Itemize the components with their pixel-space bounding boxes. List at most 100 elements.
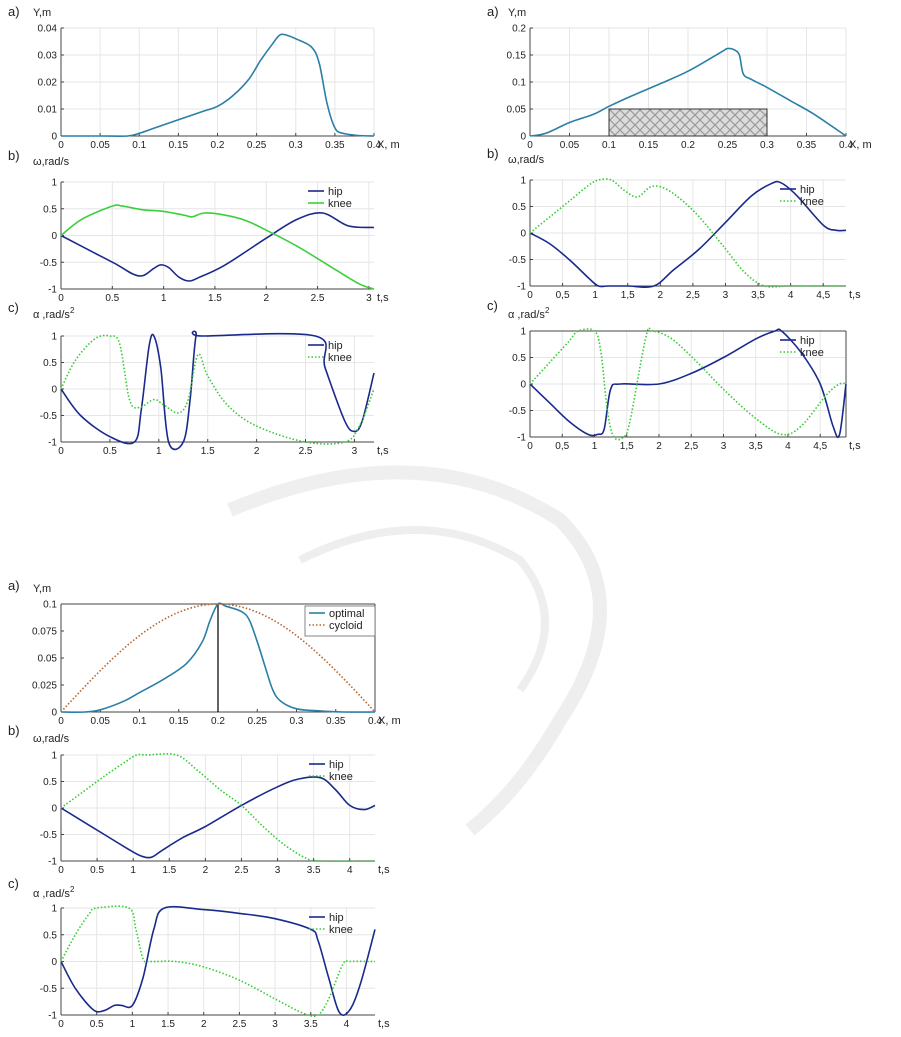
x-tick-label: 0.1 <box>132 140 146 151</box>
x-tick-label: 4 <box>788 290 794 301</box>
y-tick-label: -0.5 <box>40 830 58 841</box>
x-tick-label: 0.4 <box>368 716 382 727</box>
x-tick-label: 0 <box>527 290 533 301</box>
x-tick-label: 2 <box>656 441 662 452</box>
x-tick-label: 0.05 <box>91 716 111 727</box>
series-line-hip <box>60 905 376 1016</box>
y-tick-label: 0.025 <box>32 681 57 692</box>
y-tick-label: -0.5 <box>509 406 527 417</box>
y-tick-label: 0.5 <box>43 204 57 215</box>
x-tick-label: 0 <box>527 441 533 452</box>
x-tick-label: 1,5 <box>621 290 635 301</box>
x-tick-label: 1.5 <box>208 293 222 304</box>
x-tick-label: 1.5 <box>162 865 176 876</box>
x-tick-label: 0.2 <box>681 140 695 151</box>
x-tick-label: 4 <box>347 865 353 876</box>
legend-label-hip: hip <box>329 912 344 924</box>
x-tick-label: 0.2 <box>211 716 225 727</box>
x-tick-label: 1,5 <box>620 441 634 452</box>
x-tick-label: 0.05 <box>90 140 110 151</box>
series-line-knee <box>60 334 375 445</box>
y-tick-label: -1 <box>48 857 57 868</box>
y-tick-label: -1 <box>517 433 526 444</box>
x-tick-label: 1.5 <box>201 446 215 457</box>
x-tick-label: 3 <box>272 1019 278 1030</box>
legend-label-knee: knee <box>329 771 353 783</box>
x-tick-label: 3 <box>721 441 727 452</box>
x-axis-label: X, m <box>849 139 872 151</box>
panel-label: a) <box>487 4 499 19</box>
y-tick-label: 0 <box>520 132 526 143</box>
x-axis-label: t,s <box>849 289 861 301</box>
y-tick-label: 0.1 <box>43 600 57 611</box>
y-tick-label: 1 <box>51 332 57 343</box>
x-tick-label: 0.5 <box>103 446 117 457</box>
x-tick-label: 2,5 <box>686 290 700 301</box>
y-tick-label: 0.5 <box>512 202 526 213</box>
y-tick-label: 0.1 <box>512 78 526 89</box>
x-tick-label: 2 <box>254 446 260 457</box>
y-tick-label: 0.5 <box>512 353 526 364</box>
y-tick-label: 0 <box>51 385 57 396</box>
x-tick-label: 0.3 <box>760 140 774 151</box>
panel-label: a) <box>8 578 20 593</box>
x-tick-label: 3 <box>723 290 729 301</box>
x-axis-label: t,s <box>378 864 390 876</box>
x-tick-label: 3 <box>366 293 372 304</box>
x-tick-label: 0.3 <box>289 140 303 151</box>
x-axis-label: X, m <box>377 139 400 151</box>
y-tick-label: 0.01 <box>38 105 58 116</box>
legend-label-hip: hip <box>800 335 815 347</box>
y-tick-label: 1 <box>51 904 57 915</box>
panel-label: c) <box>487 298 498 313</box>
series-line-hip <box>529 328 847 439</box>
x-tick-label: 0 <box>58 446 64 457</box>
legend-label-hip: hip <box>329 759 344 771</box>
y-tick-label: -0.5 <box>40 411 58 422</box>
chart-c-c: c) α ,rad/s2 0 0.5 1 1.5 2 2.5 3 3.5 4 -1 -0.5 0 0.5 1 t… <box>8 876 390 1030</box>
x-tick-label: 0.35 <box>325 140 345 151</box>
y-tick-label: -0.5 <box>40 984 58 995</box>
x-tick-label: 0.25 <box>247 140 267 151</box>
legend-label-knee: knee <box>800 347 824 359</box>
y-tick-label: 1 <box>520 327 526 338</box>
x-axis-label: t,s <box>849 440 861 452</box>
x-axis-label: t,s <box>377 445 389 457</box>
legend-label-hip: hip <box>328 186 343 198</box>
x-tick-label: 1 <box>592 441 598 452</box>
x-tick-label: 0.5 <box>90 1019 104 1030</box>
x-tick-label: 0.15 <box>639 140 659 151</box>
x-tick-label: 1 <box>161 293 167 304</box>
x-tick-label: 3,5 <box>749 441 763 452</box>
y-tick-label: 0.5 <box>43 777 57 788</box>
x-tick-label: 0.1 <box>133 716 147 727</box>
x-tick-label: 0.3 <box>290 716 304 727</box>
series-line-hip <box>60 776 376 859</box>
x-tick-label: 0 <box>58 716 64 727</box>
y-tick-label: -1 <box>48 1011 57 1022</box>
x-tick-label: 0 <box>58 293 64 304</box>
x-tick-label: 2.5 <box>299 446 313 457</box>
legend-label-hip: hip <box>800 184 815 196</box>
x-tick-label: 0.35 <box>797 140 817 151</box>
series-line-path <box>529 47 847 137</box>
y-axis-label: α ,rad/s2 <box>33 306 75 321</box>
x-tick-label: 4,5 <box>813 441 827 452</box>
x-tick-label: 3.5 <box>304 1019 318 1030</box>
y-axis-label: Y,m <box>508 7 526 19</box>
chart-c-b: b) ω,rad/s 0 0.5 1 1.5 2 2.5 3 3.5 4 -1 -0.5 0 0.5 1 t,s… <box>8 723 390 876</box>
x-tick-label: 3 <box>275 865 281 876</box>
legend-label-cycloid: cycloid <box>329 620 363 632</box>
y-tick-label: -0.5 <box>509 255 527 266</box>
chart-b-a: a) Y,m 0 0.05 0.1 0.15 0.2 0.25 0.3 0.35 0.4 0 0.05 0… <box>487 4 872 151</box>
x-tick-label: 0 <box>527 140 533 151</box>
panel-label: b) <box>8 148 20 163</box>
chart-a-c: c) α ,rad/s2 0 0.5 1 1.5 2 2.5 3 -1 -0.5 0 0.5 1 t,s hi… <box>8 300 389 457</box>
x-tick-label: 4 <box>785 441 791 452</box>
y-tick-label: -1 <box>48 285 57 296</box>
series-line-path <box>61 33 375 137</box>
